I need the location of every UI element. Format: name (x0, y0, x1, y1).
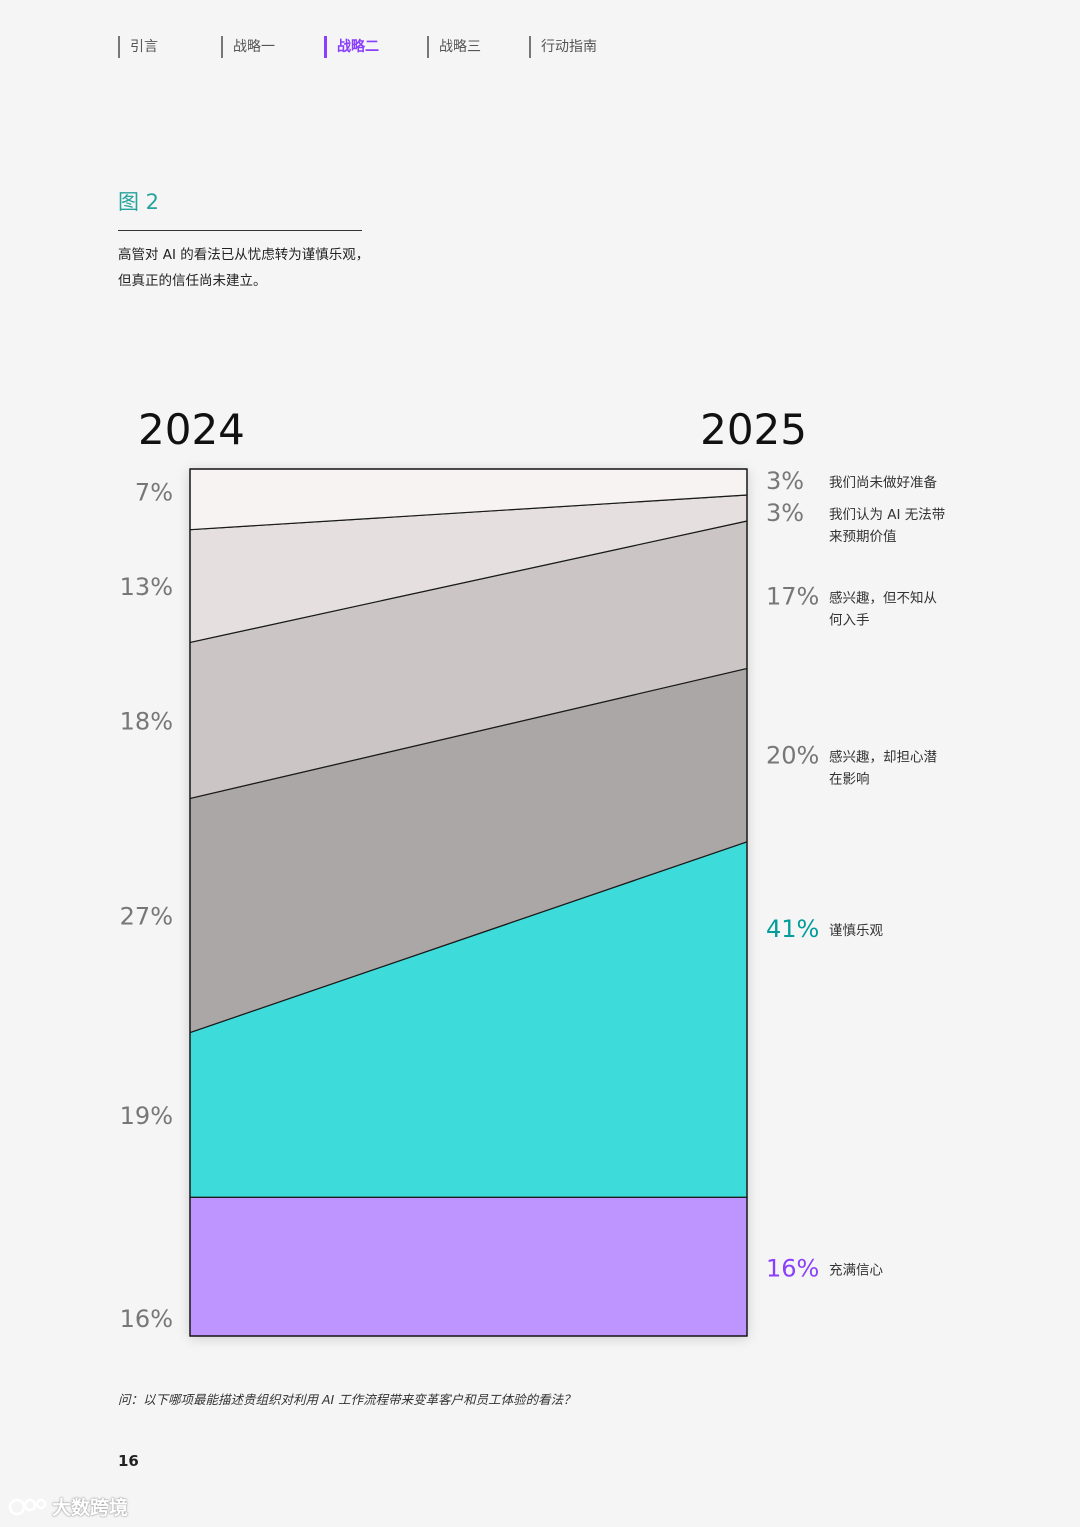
x-label-2025: 2025 (700, 405, 807, 454)
right-value-3: 20% (766, 741, 819, 769)
legend-label-1-line-1: 充满信心 (829, 1263, 883, 1279)
caption-line-1: 高管对 AI 的看法已从忧虑转为谨慎乐观， (118, 247, 370, 263)
legend-label-3-line-2: 在影响 (829, 771, 870, 787)
watermark: 大数跨境 (8, 1492, 128, 1520)
legend-label-4-line-1: 感兴趣，但不知从 (829, 590, 937, 607)
right-value-1: 16% (766, 1255, 819, 1283)
figure-caption: 高管对 AI 的看法已从忧虑转为谨慎乐观， 但真正的信任尚未建立。 (118, 242, 369, 294)
right-value-5: 3% (766, 499, 804, 527)
watermark-text: 大数跨境 (52, 1496, 129, 1519)
right-value-2: 41% (766, 915, 819, 943)
survey-question: 问：以下哪项最能描述贵组织对利用 AI 工作流程带来变革客户和员工体验的看法？ (118, 1392, 576, 1407)
left-value-1: 16% (120, 1305, 173, 1333)
left-value-4: 18% (120, 707, 173, 735)
watermark-logo-icon (8, 1498, 47, 1516)
left-value-6: 7% (135, 478, 173, 506)
nav-item-strategy-1[interactable]: 战略一 (221, 36, 275, 58)
nav-item-strategy-3[interactable]: 战略三 (427, 36, 481, 58)
legend-label-5-line-1: 我们认为 AI 无法带 (829, 507, 945, 523)
figure-divider (118, 230, 362, 231)
area-band-1 (189, 1196, 748, 1337)
legend-label-6-line-1: 我们尚未做好准备 (829, 474, 937, 491)
legend-label-2-line-1: 谨慎乐观 (829, 923, 883, 939)
x-label-2024: 2024 (138, 405, 245, 454)
page-number: 16 (118, 1452, 139, 1470)
stacked-area-chart: 2024 2025 16% 19% 27% 18% 13% 7% 16% 充满信心 41% 谨慎乐观 2… (120, 405, 945, 1337)
legend-label-5-line-2: 来预期价值 (829, 529, 897, 545)
nav-item-action-guide[interactable]: 行动指南 (529, 36, 597, 58)
caption-line-2: 但真正的信任尚未建立。 (118, 273, 267, 289)
right-value-4: 17% (766, 583, 819, 611)
nav-item-intro[interactable]: 引言 (118, 36, 158, 58)
left-value-5: 13% (120, 573, 173, 601)
left-value-3: 27% (120, 903, 173, 931)
left-value-2: 19% (120, 1102, 173, 1130)
legend-label-4-line-2: 何入手 (829, 613, 870, 629)
nav-item-strategy-2[interactable]: 战略二 (324, 36, 379, 58)
figure-label: 图 2 (118, 190, 160, 214)
right-value-6: 3% (766, 467, 804, 495)
legend-label-3-line-1: 感兴趣，却担心潜 (829, 748, 937, 765)
chart-border (189, 468, 748, 1337)
